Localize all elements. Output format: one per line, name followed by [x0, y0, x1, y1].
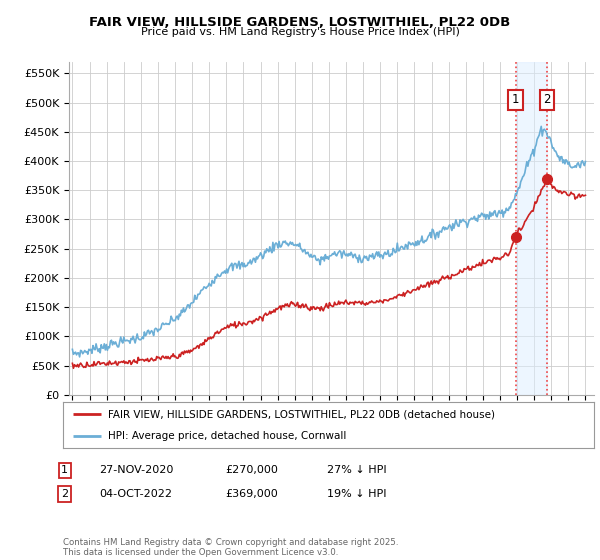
Text: 04-OCT-2022: 04-OCT-2022 — [99, 489, 172, 499]
Text: 2: 2 — [61, 489, 68, 499]
Text: 1: 1 — [512, 94, 520, 106]
Text: £369,000: £369,000 — [225, 489, 278, 499]
Text: Price paid vs. HM Land Registry's House Price Index (HPI): Price paid vs. HM Land Registry's House … — [140, 27, 460, 37]
Text: £270,000: £270,000 — [225, 465, 278, 475]
Text: Contains HM Land Registry data © Crown copyright and database right 2025.
This d: Contains HM Land Registry data © Crown c… — [63, 538, 398, 557]
Text: 27-NOV-2020: 27-NOV-2020 — [99, 465, 173, 475]
Text: 19% ↓ HPI: 19% ↓ HPI — [327, 489, 386, 499]
Bar — [515, 62, 547, 395]
Text: FAIR VIEW, HILLSIDE GARDENS, LOSTWITHIEL, PL22 0DB (detached house): FAIR VIEW, HILLSIDE GARDENS, LOSTWITHIEL… — [108, 409, 495, 419]
Text: 1: 1 — [61, 465, 68, 475]
Text: HPI: Average price, detached house, Cornwall: HPI: Average price, detached house, Corn… — [108, 431, 347, 441]
Text: 27% ↓ HPI: 27% ↓ HPI — [327, 465, 386, 475]
Text: FAIR VIEW, HILLSIDE GARDENS, LOSTWITHIEL, PL22 0DB: FAIR VIEW, HILLSIDE GARDENS, LOSTWITHIEL… — [89, 16, 511, 29]
Text: 2: 2 — [544, 94, 551, 106]
